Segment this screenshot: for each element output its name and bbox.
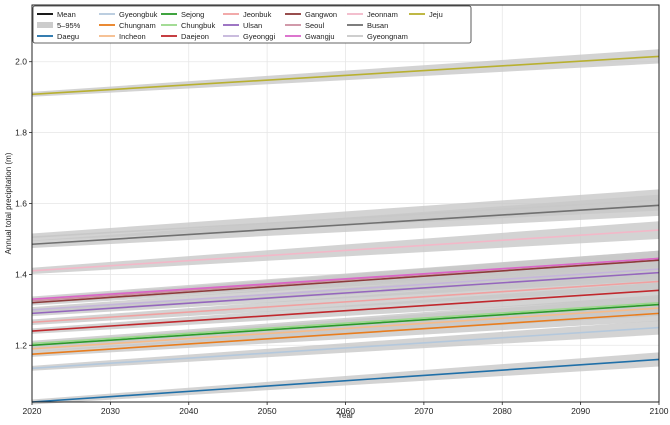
series-line-gwangju <box>31 257 660 301</box>
x-axis-ticks: 2020 2030 2040 2050 2060 2070 2080 2090 2100 <box>23 402 669 416</box>
x-tick-label: 2040 <box>179 406 198 416</box>
x-tick-label: 2020 <box>23 406 42 416</box>
series-line-ulsan <box>31 271 660 315</box>
series-line-chungnam <box>31 312 660 355</box>
x-tick-label: 2090 <box>571 406 590 416</box>
legend-label-incheon: Incheon <box>119 32 146 41</box>
series-line-incheon <box>31 307 660 350</box>
x-tick-label: 2050 <box>258 406 277 416</box>
legend-label-sejong: Sejong <box>181 10 204 19</box>
series-line-daejeon <box>31 289 660 332</box>
legend-label-busan: Busan <box>367 21 388 30</box>
series-line-jeonbuk <box>31 280 660 324</box>
legend-label-daejeon: Daejeon <box>181 32 209 41</box>
series-line-daegu <box>31 358 660 403</box>
legend: Mean 5–95% Daegu Gyeongbuk Chungnam Incheon Se… <box>32 5 472 44</box>
legend-label-5-95-: 5–95% <box>57 21 81 30</box>
legend-label-mean: Mean <box>57 10 76 19</box>
series-lines <box>31 55 660 403</box>
legend-label-chungbuk: Chungbuk <box>181 21 215 30</box>
legend-label-seoul: Seoul <box>305 21 325 30</box>
legend-label-chungnam: Chungnam <box>119 21 156 30</box>
x-tick-label: 2060 <box>336 406 355 416</box>
series-line-gyeonggi <box>31 268 660 311</box>
y-tick-label: 1.8 <box>15 128 27 138</box>
x-tick-label: 2080 <box>493 406 512 416</box>
series-line-jeonnam <box>31 229 660 272</box>
x-axis-label: Year <box>337 411 354 420</box>
legend-box <box>32 5 472 44</box>
legend-label-jeonbuk: Jeonbuk <box>243 10 272 19</box>
series-line-sejong <box>31 303 660 347</box>
legend-label-gyeongnam: Gyeongnam <box>367 32 408 41</box>
legend-label-ulsan: Ulsan <box>243 21 262 30</box>
series-line-gangwon <box>31 259 660 304</box>
y-axis-ticks: 1.2 1.4 1.6 1.8 2.0 <box>15 57 32 350</box>
series-line-chungbuk <box>31 301 660 345</box>
legend-label-gyeonggi: Gyeonggi <box>243 32 275 41</box>
y-tick-label: 1.2 <box>15 340 27 350</box>
series-line-busan <box>31 204 660 246</box>
series-line-gyeongnam <box>31 199 660 238</box>
y-tick-label: 1.6 <box>15 199 27 209</box>
legend-label-jeju: Jeju <box>429 10 443 19</box>
legend-label-jeonnam: Jeonnam <box>367 10 398 19</box>
y-tick-label: 2.0 <box>15 57 27 67</box>
y-tick-label: 1.4 <box>15 269 27 279</box>
legend-label-gangwon: Gangwon <box>305 10 337 19</box>
x-tick-label: 2030 <box>101 406 120 416</box>
x-tick-label: 2100 <box>650 406 669 416</box>
x-tick-label: 2070 <box>414 406 433 416</box>
legend-label-gyeongbuk: Gyeongbuk <box>119 10 158 19</box>
series-line-gyeongbuk <box>31 326 660 370</box>
y-axis-label: Annual total precipitation (m) <box>4 152 13 254</box>
legend-swatch-5-95- <box>37 22 53 28</box>
legend-label-daegu: Daegu <box>57 32 79 41</box>
series-line-jeju <box>31 55 660 96</box>
legend-label-gwangju: Gwangju <box>305 32 335 41</box>
